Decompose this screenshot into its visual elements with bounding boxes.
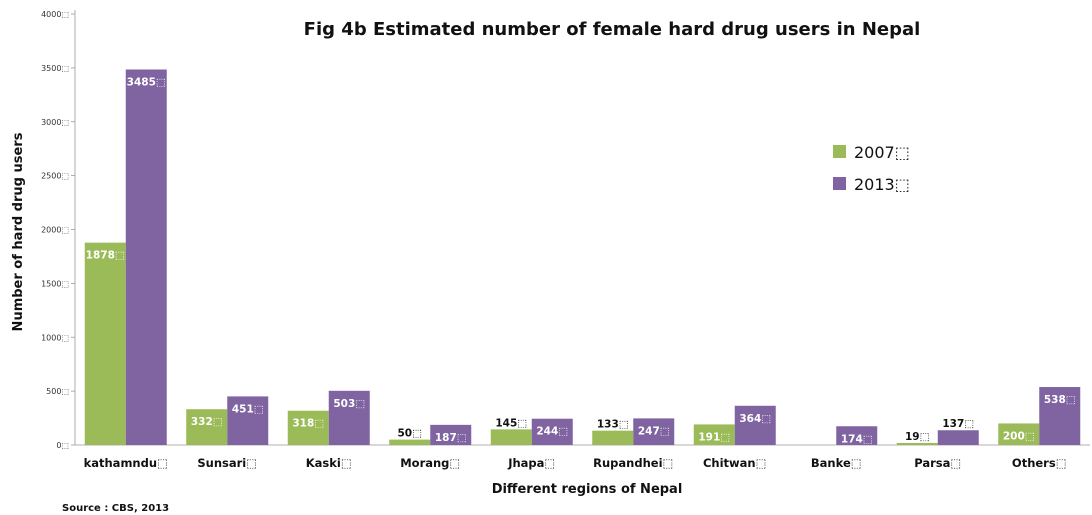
y-tick-label: 1000⬚ bbox=[41, 333, 69, 342]
bar-2013 bbox=[430, 424, 472, 445]
data-label: 200⬚ bbox=[1003, 430, 1035, 442]
x-axis-ticks: kathamndu⬚ Sunsari⬚ Kaski⬚ Morang⬚ Jhapa⬚ Rup… bbox=[84, 456, 1067, 470]
y-tick-label: 1500⬚ bbox=[41, 279, 69, 288]
legend: 2007⬚ 2013⬚ bbox=[833, 143, 910, 194]
legend-label-2013: 2013⬚ bbox=[854, 175, 910, 194]
bar-2013 bbox=[836, 426, 878, 445]
y-axis-label: Number of hard drug users bbox=[11, 132, 26, 331]
legend-swatch-2013 bbox=[833, 177, 846, 190]
chart-title: Fig 4b Estimated number of female hard d… bbox=[304, 19, 921, 40]
x-axis-label: Different regions of Nepal bbox=[492, 482, 683, 497]
bar-2013 bbox=[633, 418, 675, 445]
source-note: Source : CBS, 2013 bbox=[62, 503, 169, 514]
data-label: 137⬚ bbox=[942, 418, 974, 430]
data-labels-group: 1878⬚ 3485⬚ 332⬚ 451⬚ 318⬚ 503⬚ 50⬚ 187⬚ 145⬚ 244… bbox=[86, 76, 1076, 445]
bar-2007 bbox=[998, 423, 1040, 445]
y-axis-ticks: 0⬚ 500⬚ 1000⬚ 1500⬚ 2000⬚ 2500⬚ 3000⬚ 3500⬚ 4000… bbox=[41, 10, 75, 450]
data-label: 191⬚ bbox=[698, 431, 730, 443]
bar-2007 bbox=[389, 439, 431, 445]
data-label: 50⬚ bbox=[397, 428, 422, 440]
data-label: 1878⬚ bbox=[86, 250, 125, 262]
x-tick-label: Rupandhei⬚ bbox=[593, 456, 673, 470]
data-label: 364⬚ bbox=[739, 413, 771, 425]
y-tick-label: 3000⬚ bbox=[41, 118, 69, 127]
y-tick-label: 2500⬚ bbox=[41, 172, 69, 181]
y-tick-label: 500⬚ bbox=[46, 387, 69, 396]
data-label: 503⬚ bbox=[333, 398, 365, 410]
y-tick-label: 2000⬚ bbox=[41, 226, 69, 235]
x-tick-label: Banke⬚ bbox=[811, 456, 862, 470]
y-tick-label: 4000⬚ bbox=[41, 10, 69, 19]
bar-2007 bbox=[693, 424, 735, 445]
data-label: 247⬚ bbox=[638, 425, 670, 437]
bar-2013 bbox=[328, 390, 370, 445]
bar-2007 bbox=[84, 242, 126, 445]
x-tick-label: Sunsari⬚ bbox=[197, 456, 257, 470]
data-label: 538⬚ bbox=[1044, 394, 1076, 406]
bar-2007 bbox=[592, 430, 634, 445]
bar-2007 bbox=[490, 429, 532, 445]
legend-label-2007: 2007⬚ bbox=[854, 143, 910, 162]
x-tick-label: Kaski⬚ bbox=[306, 456, 352, 470]
x-tick-label: Parsa⬚ bbox=[914, 456, 961, 470]
y-tick-label: 3500⬚ bbox=[41, 64, 69, 73]
bar-2007 bbox=[287, 410, 329, 445]
bar-2007 bbox=[896, 442, 938, 445]
y-tick-label: 0⬚ bbox=[56, 441, 69, 450]
bar-2013 bbox=[734, 405, 776, 445]
data-label: 145⬚ bbox=[495, 417, 527, 429]
bar-2013 bbox=[125, 69, 167, 446]
legend-swatch-2007 bbox=[833, 145, 846, 158]
bar-2007 bbox=[186, 409, 228, 445]
bar-2013 bbox=[531, 418, 573, 445]
data-label: 187⬚ bbox=[435, 432, 467, 444]
x-tick-label: Chitwan⬚ bbox=[703, 456, 767, 470]
x-tick-label: Others⬚ bbox=[1012, 456, 1067, 470]
data-label: 244⬚ bbox=[536, 426, 568, 438]
data-label: 174⬚ bbox=[841, 433, 873, 445]
data-label: 318⬚ bbox=[292, 418, 324, 430]
x-tick-label: Morang⬚ bbox=[400, 456, 460, 470]
data-label: 133⬚ bbox=[597, 419, 629, 431]
x-tick-label: Jhapa⬚ bbox=[507, 456, 555, 470]
data-label: 19⬚ bbox=[905, 431, 930, 443]
data-label: 451⬚ bbox=[232, 403, 264, 415]
bar-2013 bbox=[937, 430, 979, 445]
bar-2013 bbox=[227, 396, 269, 445]
data-label: 332⬚ bbox=[191, 416, 223, 428]
bars-group bbox=[84, 69, 1081, 446]
x-tick-label: kathamndu⬚ bbox=[84, 456, 168, 470]
data-label: 3485⬚ bbox=[127, 76, 166, 88]
bar-2013 bbox=[1039, 387, 1081, 445]
